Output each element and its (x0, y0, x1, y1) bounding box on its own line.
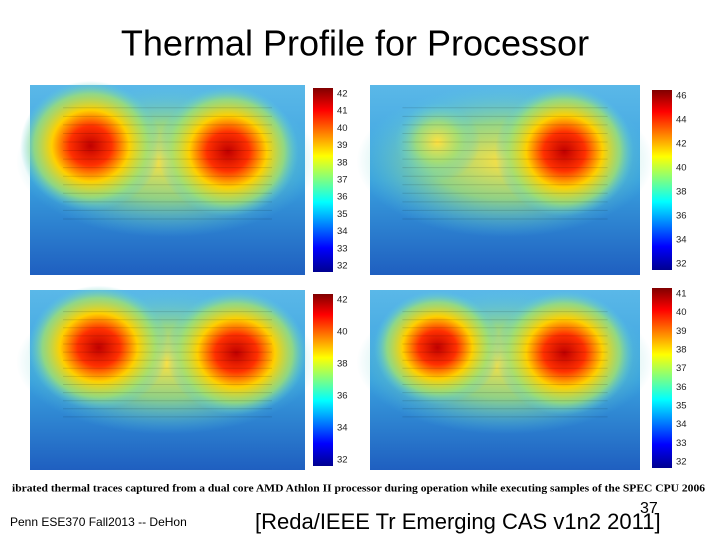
hotspot (20, 80, 161, 211)
colorbar-label: 40 (337, 123, 348, 134)
colorbar-label: 37 (676, 363, 687, 374)
colorbar-label: 32 (676, 457, 687, 468)
colorbar-label: 36 (676, 382, 687, 393)
hotspot (495, 291, 634, 415)
colorbar-label: 40 (676, 307, 687, 318)
warm-spot (394, 102, 481, 182)
colorbar-label: 34 (676, 419, 687, 430)
slide-title: Thermal Profile for Processor (121, 23, 589, 64)
thermal-panel: 42 41 40 39 38 37 36 35 34 33 32 (16, 80, 348, 275)
colorbar-label: 36 (337, 391, 348, 402)
colorbar-label: 46 (676, 91, 687, 102)
colorbar-label: 35 (676, 401, 687, 412)
colorbar-label: 34 (337, 226, 348, 237)
hotspot (165, 291, 307, 415)
colorbar-label: 36 (337, 192, 348, 203)
colorbar-label: 35 (337, 209, 348, 220)
colorbar-label: 32 (676, 259, 687, 270)
panels: 4241403938373635343332464442403836343242… (16, 80, 687, 470)
thermal-panel: 42 40 38 36 34 32 (16, 285, 348, 470)
hotspot (495, 86, 634, 217)
citation: [Reda/IEEE Tr Emerging CAS v1n2 2011] (255, 509, 661, 534)
colorbar-label: 32 (337, 261, 348, 272)
hotspot (374, 291, 501, 405)
colorbar-label: 38 (676, 187, 687, 198)
colorbar-label: 38 (676, 345, 687, 356)
colorbar-label: 42 (337, 295, 348, 306)
colorbar-label: 41 (337, 106, 348, 117)
hotspot (157, 86, 299, 217)
colorbar-label: 42 (337, 89, 348, 100)
thermal-panel: 46 44 42 40 38 36 34 32 (356, 85, 687, 275)
colorbar (313, 294, 333, 466)
colorbar-label: 33 (337, 243, 348, 254)
colorbar-label: 38 (337, 157, 348, 168)
colorbar-label: 33 (676, 438, 687, 449)
thermal-panel: 41 40 39 38 37 36 35 34 33 32 (356, 288, 687, 470)
colorbar-label: 32 (337, 455, 348, 466)
colorbar (652, 90, 672, 270)
page-number: 37 (640, 500, 658, 517)
colorbar-label: 39 (337, 140, 348, 151)
colorbar-label: 37 (337, 175, 348, 186)
colorbar-label: 34 (337, 423, 348, 434)
colorbar-label: 38 (337, 359, 348, 370)
colorbar-label: 40 (337, 327, 348, 338)
colorbar-label: 34 (676, 235, 687, 246)
caption: ibrated thermal traces captured from a d… (12, 483, 705, 494)
hotspot (28, 285, 170, 410)
footer: Penn ESE370 Fall2013 -- DeHon (10, 515, 187, 529)
colorbar (313, 88, 333, 272)
colorbar-label: 42 (676, 139, 687, 150)
colorbar-label: 44 (676, 115, 687, 126)
colorbar-label: 39 (676, 326, 687, 337)
colorbar (652, 288, 672, 468)
colorbar-label: 36 (676, 211, 687, 222)
colorbar-label: 41 (676, 289, 687, 300)
colorbar-label: 40 (676, 163, 687, 174)
